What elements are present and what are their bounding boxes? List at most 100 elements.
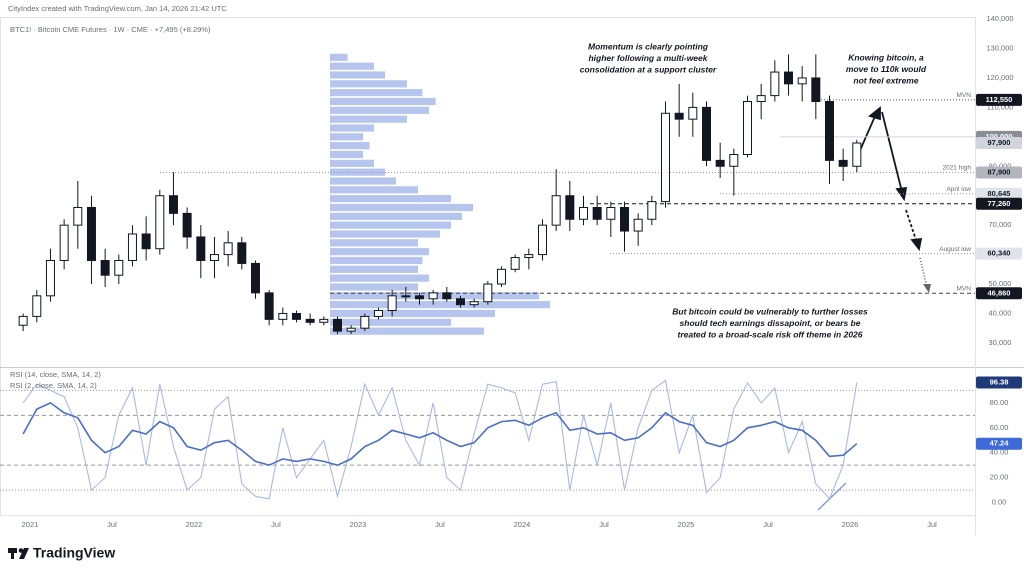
candle-body (114, 259, 124, 276)
volume-profile-bar (330, 80, 407, 88)
brand: TradingView (8, 545, 115, 561)
level-box (976, 247, 1022, 260)
volume-profile-bar (330, 71, 385, 79)
volume-profile-bar (330, 283, 418, 291)
candle-body (592, 206, 602, 220)
x-tick-label: 2021 (22, 520, 39, 529)
candle-body (742, 100, 752, 155)
x-tick-label: 2025 (678, 520, 695, 529)
volume-profile-bar (330, 195, 451, 203)
volume-profile-bar (330, 221, 451, 229)
level-box (976, 187, 1022, 200)
candle-body (606, 206, 616, 220)
candle-body (551, 195, 561, 226)
candle-body (346, 327, 356, 332)
level-box (976, 287, 1022, 300)
candle-body (73, 206, 83, 226)
rsi-value-box (976, 376, 1022, 389)
arrow-dotted (919, 257, 928, 288)
arrow-dashed (905, 209, 918, 244)
volume-profile-bar (330, 124, 374, 132)
level-box (976, 197, 1022, 210)
level-label: 60,340 (988, 249, 1011, 258)
level-tag: MVN (957, 285, 972, 292)
x-tick-label: Jul (599, 520, 609, 529)
volume-profile-bar (330, 212, 462, 220)
level-label: 97,900 (988, 138, 1011, 147)
annotation: Knowing bitcoin, a (848, 52, 924, 62)
candle-body (633, 218, 643, 232)
candle-body (360, 315, 370, 329)
y-tick-label: 140,000 (986, 14, 1013, 23)
arrow-down (881, 111, 903, 193)
volume-profile-bar (330, 53, 348, 61)
volume-profile-bar (330, 256, 423, 265)
level-label: 77,260 (988, 199, 1011, 208)
volume-profile-bar (330, 301, 550, 309)
level-box (976, 166, 1022, 179)
annotation: not feel extreme (853, 75, 918, 85)
volume-profile-bar (330, 327, 484, 335)
arrow-head (923, 284, 931, 293)
volume-profile-bar (330, 150, 363, 159)
volume-profile-bar (330, 248, 429, 256)
y-tick-label: 0.00 (992, 498, 1007, 507)
candle-body (237, 242, 247, 264)
candle-body (442, 292, 452, 300)
annotation: higher following a multi-week (588, 53, 708, 63)
volume-profile-bar (330, 203, 473, 212)
volume-profile-bar (330, 274, 429, 282)
annotation: treated to a broad-scale risk off theme … (677, 329, 862, 339)
level-tag: August low (939, 246, 971, 253)
level-tag: April low (946, 186, 971, 193)
candle-body (537, 224, 547, 256)
candle-body (209, 254, 219, 261)
x-tick-label: Jul (763, 520, 773, 529)
candle-body (483, 283, 493, 303)
candle-body (86, 206, 96, 261)
level-tag: MVN (957, 92, 972, 99)
volume-profile-bar (330, 177, 396, 185)
volume-profile-bar (330, 106, 429, 114)
candle-body (578, 206, 588, 220)
volume-profile-bar (330, 239, 418, 247)
logo-mark (11, 548, 14, 559)
y-tick-label: 70,000 (989, 220, 1012, 229)
candle-body (319, 318, 329, 323)
volume-profile-bar (330, 89, 423, 97)
y-tick-label: 50,000 (989, 279, 1012, 288)
rsi-value-label: 47.24 (990, 439, 1010, 448)
x-tick-label: Jul (271, 520, 281, 529)
candle-body (196, 236, 206, 261)
candle-body (18, 315, 28, 326)
y-tick-label: 110,000 (987, 102, 1014, 111)
x-tick-label: Jul (927, 520, 937, 529)
level-label: 87,900 (988, 167, 1011, 176)
candle-body (127, 233, 137, 261)
candle-body (168, 195, 178, 214)
volume-profile-bar (330, 230, 440, 238)
candle-body (264, 292, 274, 320)
rsi-value-box (976, 437, 1022, 450)
volume-profile-bar (330, 115, 407, 123)
candle-body (770, 71, 780, 97)
volume-profile-bar (330, 133, 363, 141)
level-label: 80,645 (988, 189, 1011, 198)
candle-body (524, 254, 534, 259)
logo-mark (18, 548, 24, 553)
x-tick-label: 2022 (186, 520, 203, 529)
candle-body (428, 292, 438, 300)
x-tick-label: Jul (107, 520, 117, 529)
level-label: 112,550 (986, 95, 1013, 104)
annotation: should tech earnings dissapoint, or bear… (680, 318, 861, 328)
candle-body (387, 295, 397, 312)
annotation: But bitcoin could be vulnerably to furth… (672, 306, 868, 316)
rsi-value-label: 96.38 (990, 377, 1009, 386)
volume-profile-bar (330, 318, 451, 326)
level-label: 46,860 (988, 288, 1011, 297)
level-box (976, 137, 1022, 150)
candle-body (100, 259, 110, 276)
y-tick-label: 80.00 (990, 398, 1009, 407)
